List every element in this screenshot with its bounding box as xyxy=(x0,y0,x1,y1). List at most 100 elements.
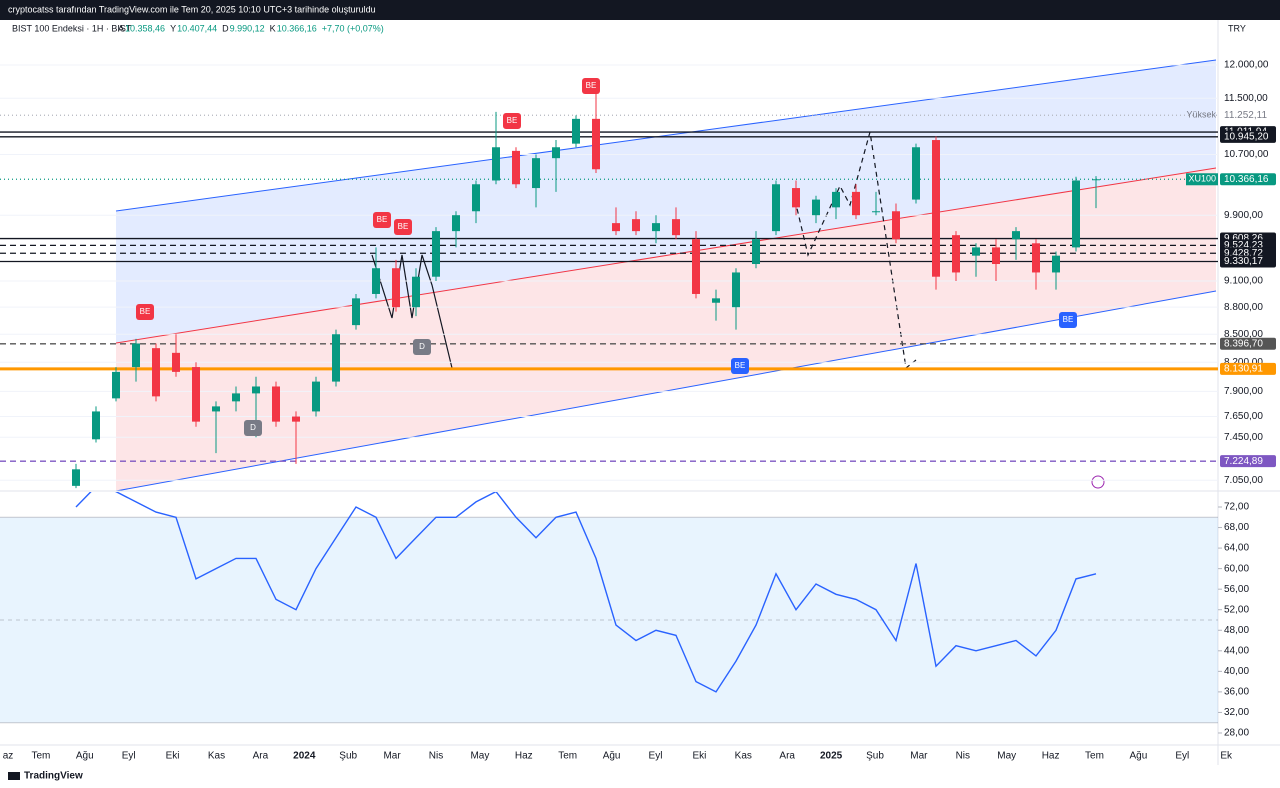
signal-label: D xyxy=(419,342,425,351)
y-tick-label: 7.450,00 xyxy=(1224,432,1263,443)
level-label-box xyxy=(1220,362,1276,375)
signal-label: D xyxy=(250,423,256,432)
x-tick-label: Kas xyxy=(735,751,752,762)
candle-body xyxy=(112,371,120,399)
signal-label: BE xyxy=(586,81,597,90)
candle-body xyxy=(512,150,520,185)
candle-body xyxy=(652,223,660,232)
signal-tag xyxy=(244,420,262,436)
candle-body xyxy=(1092,179,1100,181)
currency: TRY xyxy=(1228,23,1246,33)
signal-tag xyxy=(394,219,412,235)
y-tick-label: 7.650,00 xyxy=(1224,411,1263,422)
signal-tag xyxy=(503,113,521,129)
level-label: 10.945,20 xyxy=(1224,131,1269,142)
candle-body xyxy=(432,231,440,277)
x-tick-label: Eyl xyxy=(649,751,663,762)
candle-body xyxy=(852,191,860,216)
candle-body xyxy=(732,272,740,308)
candle-body xyxy=(272,386,280,422)
level-label: 9.608,26 xyxy=(1224,233,1263,244)
candle-body xyxy=(172,352,180,372)
candle-body xyxy=(192,367,200,422)
candle-body xyxy=(692,239,700,294)
candle-body xyxy=(312,381,320,412)
candle-body xyxy=(212,406,220,412)
y-tick-label: 68,00 xyxy=(1224,522,1249,533)
signal-label: BE xyxy=(377,215,388,224)
x-tick-label: Ara xyxy=(779,751,795,762)
signal-tag xyxy=(1059,312,1077,328)
y-tick-label: 10.700,00 xyxy=(1224,149,1269,160)
candle-body xyxy=(332,334,340,382)
level-label: 9.428,72 xyxy=(1224,248,1263,259)
signal-tag xyxy=(413,339,431,355)
candle-body xyxy=(292,416,300,422)
y-tick-label: 8.800,00 xyxy=(1224,302,1263,313)
top-bar xyxy=(0,0,1280,20)
candle-body xyxy=(412,276,420,308)
y-tick-label: 40,00 xyxy=(1224,666,1249,677)
y-tick-label: 9.900,00 xyxy=(1224,210,1263,221)
x-tick-label: Nis xyxy=(429,751,443,762)
candle-body xyxy=(72,469,80,486)
y-tick-label: 32,00 xyxy=(1224,707,1249,718)
candle-body xyxy=(1072,180,1080,248)
candle-body xyxy=(452,215,460,232)
x-tick-label: Nis xyxy=(956,751,970,762)
rsi-band xyxy=(0,517,1218,723)
x-tick-label: May xyxy=(997,751,1016,762)
candle-body xyxy=(232,393,240,402)
x-tick-label: Şub xyxy=(866,751,884,762)
rsi-pane xyxy=(0,492,1218,724)
candle-body xyxy=(772,184,780,232)
candle-body xyxy=(932,140,940,277)
y-tick-label: 48,00 xyxy=(1224,625,1249,636)
candle-body xyxy=(532,158,540,189)
y-tick-label: 11.500,00 xyxy=(1224,93,1268,104)
level-label-box xyxy=(1220,130,1276,143)
candle-body xyxy=(1032,243,1040,273)
candle-body xyxy=(672,219,680,236)
y-tick-label: 28,00 xyxy=(1224,728,1249,739)
y-tick-label: 8.500,00 xyxy=(1224,329,1263,340)
channel-upper xyxy=(116,60,1216,343)
candle-body xyxy=(472,184,480,212)
x-tick-label: Eyl xyxy=(122,751,136,762)
candle-body xyxy=(132,343,140,368)
candle-body xyxy=(1012,231,1020,240)
x-tick-label: Haz xyxy=(1042,751,1060,762)
arrow xyxy=(371,254,453,369)
ohlc-value: 10.407,44 xyxy=(177,23,217,33)
event-icon[interactable] xyxy=(1091,475,1105,489)
change: +7,70 (+0,07%) xyxy=(322,23,384,33)
x-tick-label: Mar xyxy=(383,751,401,762)
y-tick-label: 60,00 xyxy=(1224,563,1249,574)
x-tick-label: May xyxy=(470,751,489,762)
x-tick-label: Eki xyxy=(692,751,706,762)
signal-tag xyxy=(373,212,391,228)
candle-body xyxy=(912,147,920,200)
level-label: 11.252,11 xyxy=(1224,110,1267,121)
y-tick-label: 8.200,00 xyxy=(1224,357,1263,368)
candle-body xyxy=(832,191,840,208)
rsi-line xyxy=(75,492,1097,693)
candle-body xyxy=(372,268,380,294)
signal-label: BE xyxy=(735,361,746,370)
x-tick-label: Tem xyxy=(558,751,577,762)
candle-body xyxy=(552,147,560,159)
price-pane xyxy=(0,64,1218,489)
candle-body xyxy=(152,348,160,397)
candle-body xyxy=(252,386,260,394)
signal-label: BE xyxy=(398,222,409,231)
x-tick-label: Ağu xyxy=(603,751,621,762)
candle-body xyxy=(992,247,1000,265)
logo xyxy=(8,772,20,780)
level-label: 8.396,70 xyxy=(1224,338,1263,349)
level-name: XU100 xyxy=(1188,174,1216,184)
candle-body xyxy=(352,298,360,326)
x-tick-label: Ağu xyxy=(1130,751,1148,762)
x-tick-label: Ara xyxy=(253,751,269,762)
drawings xyxy=(115,59,1217,491)
